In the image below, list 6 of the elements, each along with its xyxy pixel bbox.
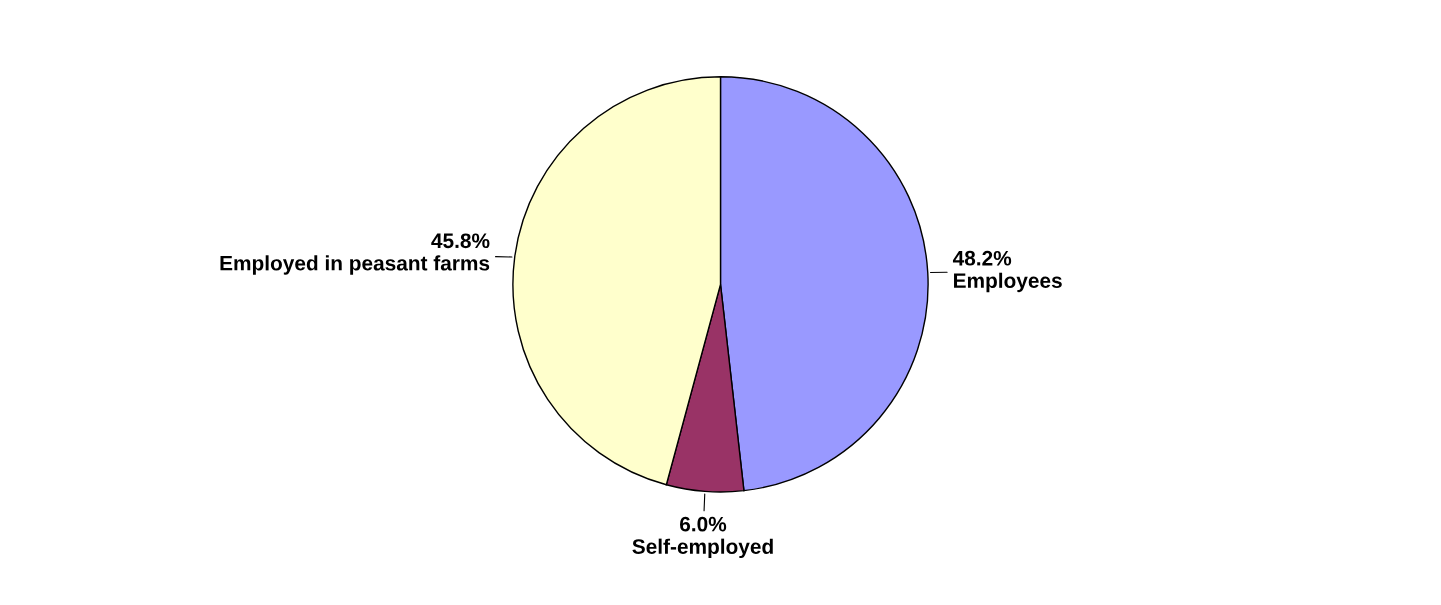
slice-label: Employees (954, 272, 1062, 293)
slice-label: Employed in peasant farms (220, 255, 490, 275)
slice-label: Self-employed (632, 538, 773, 559)
data-label: 45.8% (431, 233, 490, 249)
data-label: 6.0% (680, 516, 727, 532)
data-label: 48.2% (952, 250, 1012, 266)
